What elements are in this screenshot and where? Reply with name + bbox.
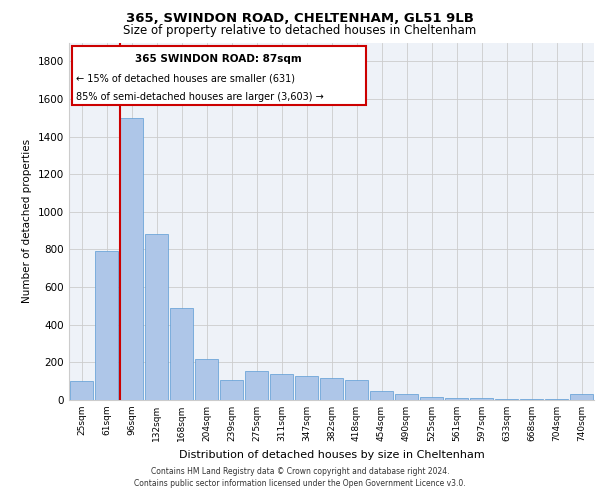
Bar (195, 358, 218, 400)
Bar (145, 234, 168, 400)
Bar (270, 374, 293, 400)
Text: 365, SWINDON ROAD, CHELTENHAM, GL51 9LB: 365, SWINDON ROAD, CHELTENHAM, GL51 9LB (126, 12, 474, 26)
Bar (520, 399, 543, 400)
Bar (170, 308, 193, 400)
Bar (120, 118, 143, 400)
Text: 365 SWINDON ROAD: 87sqm: 365 SWINDON ROAD: 87sqm (135, 54, 302, 64)
Bar (345, 380, 368, 400)
Text: 85% of semi-detached houses are larger (3,603) →: 85% of semi-detached houses are larger (… (76, 92, 323, 102)
Text: Contains HM Land Registry data © Crown copyright and database right 2024.
Contai: Contains HM Land Registry data © Crown c… (134, 466, 466, 487)
Bar (420, 397, 443, 400)
Text: Size of property relative to detached houses in Cheltenham: Size of property relative to detached ho… (124, 24, 476, 37)
X-axis label: Distribution of detached houses by size in Cheltenham: Distribution of detached houses by size … (179, 450, 484, 460)
Bar (295, 376, 318, 400)
Bar (70, 381, 93, 400)
Bar (570, 394, 593, 400)
Bar (495, 399, 518, 400)
Bar (370, 390, 393, 400)
Bar (395, 394, 418, 400)
Text: ← 15% of detached houses are smaller (631): ← 15% of detached houses are smaller (63… (76, 74, 295, 84)
Bar (470, 398, 493, 400)
Bar (445, 398, 468, 400)
Bar (320, 378, 343, 400)
Y-axis label: Number of detached properties: Number of detached properties (22, 139, 32, 304)
Bar (220, 380, 243, 400)
Bar (95, 252, 118, 400)
FancyBboxPatch shape (71, 46, 365, 105)
Bar (245, 371, 268, 400)
